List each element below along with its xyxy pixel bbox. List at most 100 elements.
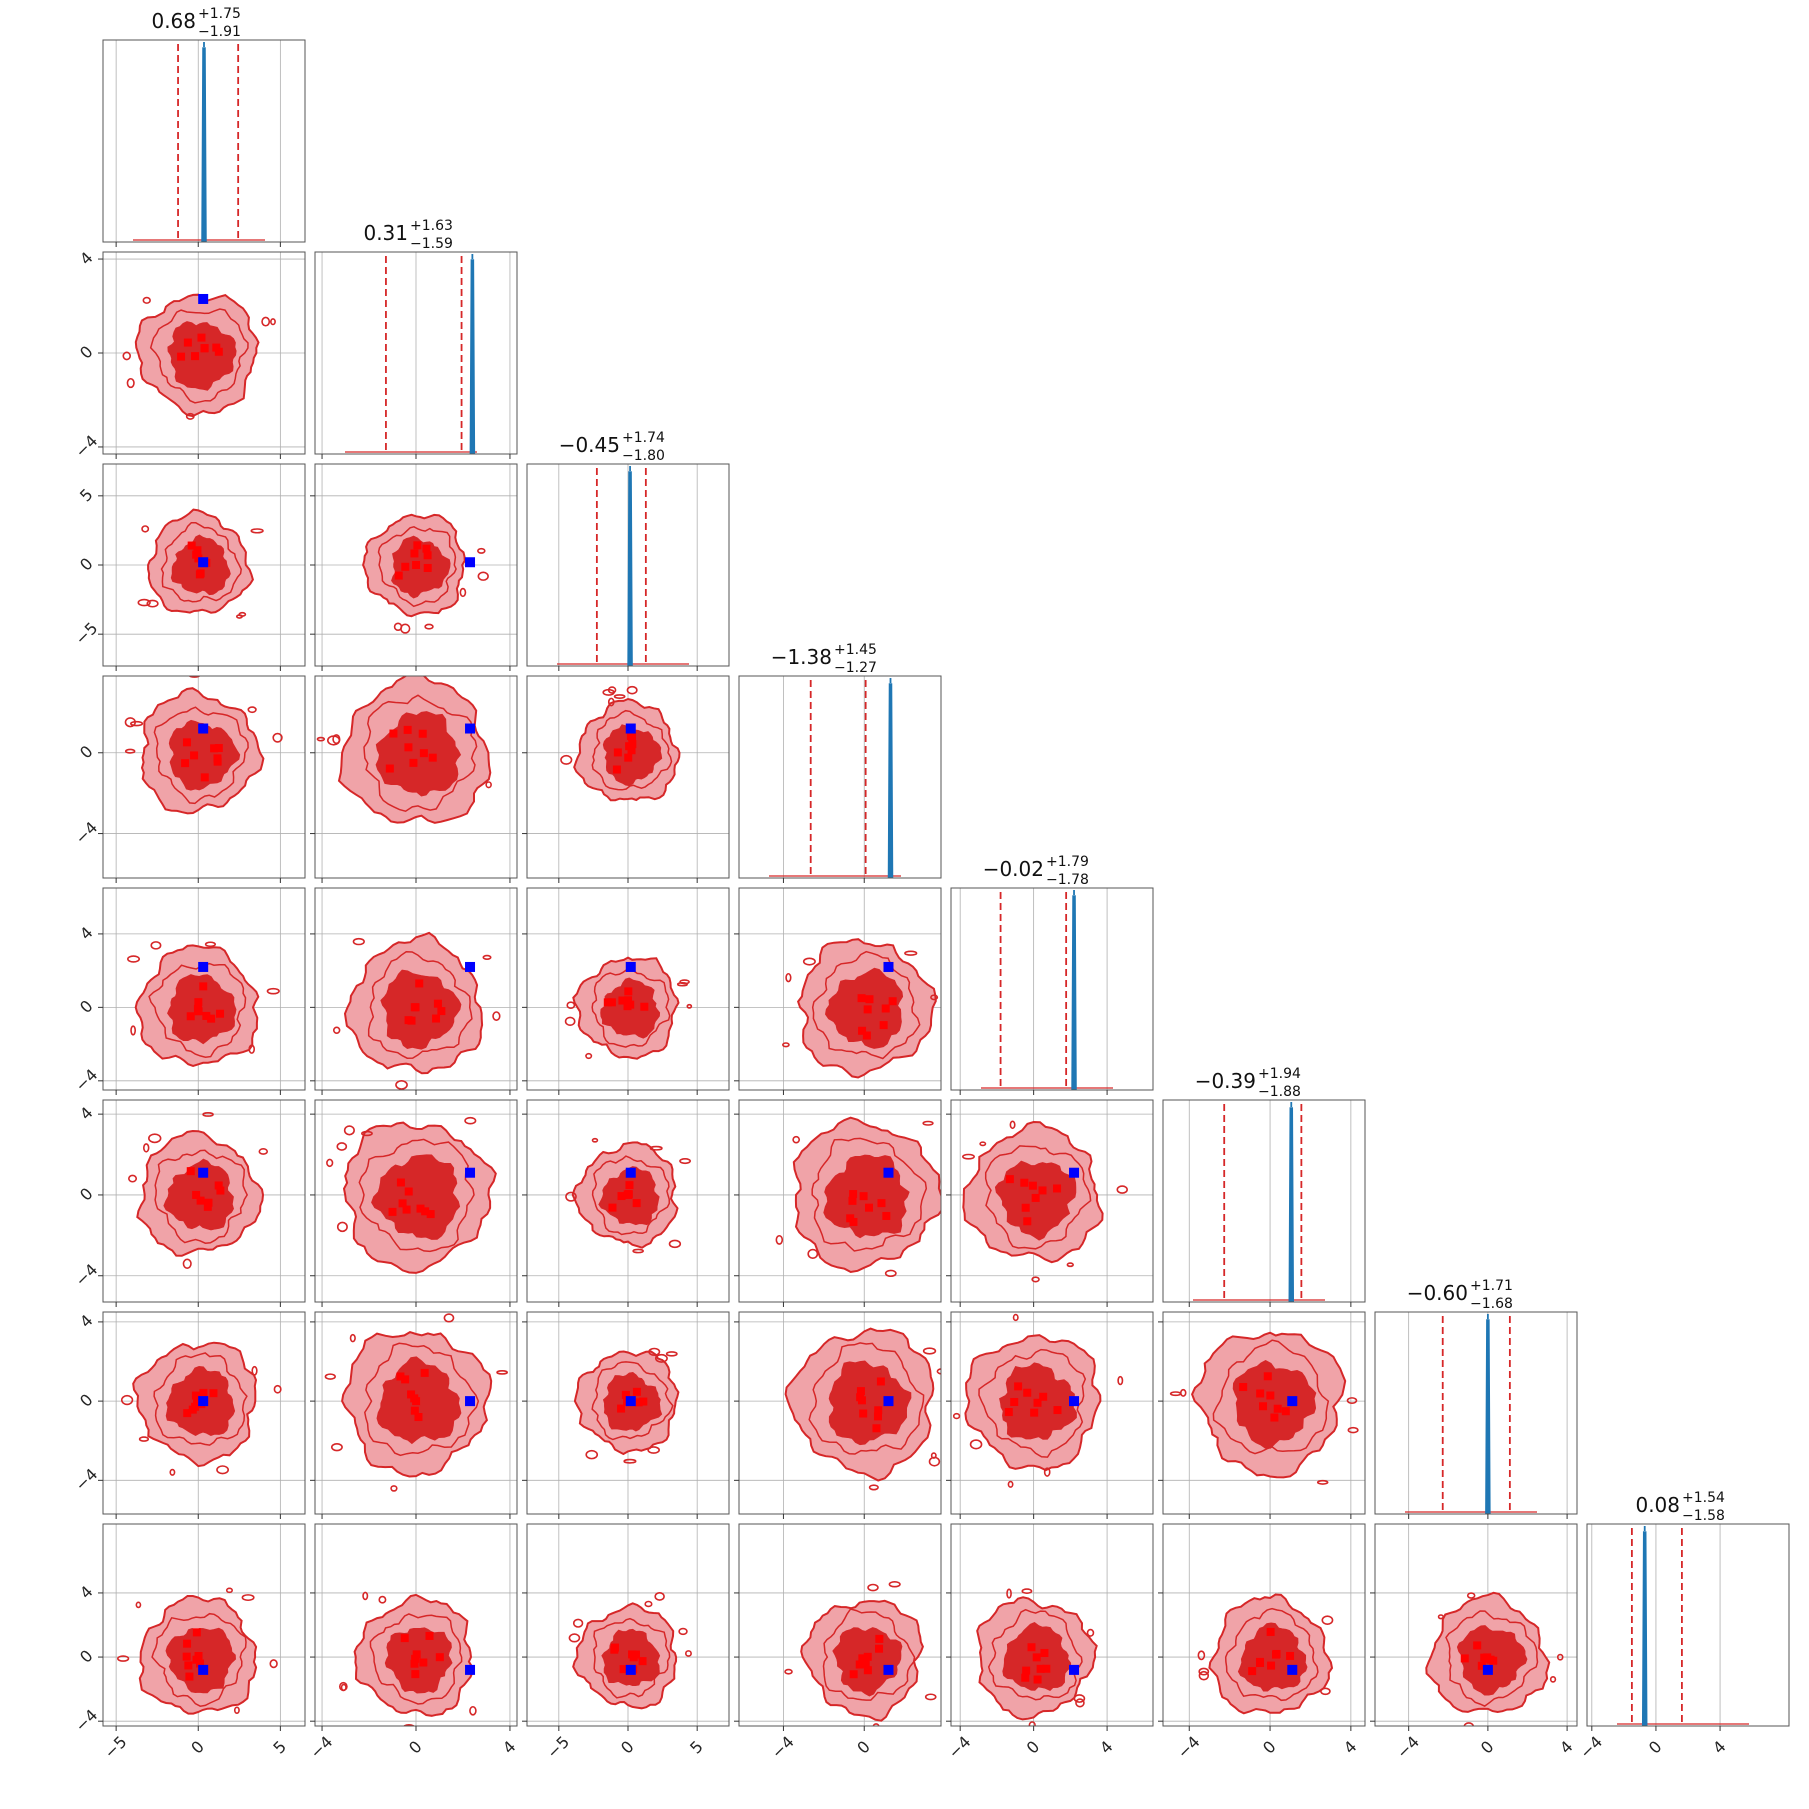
sample-marker	[621, 1390, 630, 1399]
panel-4-1	[310, 887, 518, 1095]
x-tick-label: 0	[405, 1737, 426, 1758]
panel-5-0: −4 0 4	[71, 1099, 306, 1307]
marginal-title-plus: +1.71	[1470, 1278, 1513, 1294]
marginal-title-plus: +1.94	[1258, 1066, 1301, 1082]
sample-marker	[857, 994, 866, 1003]
sample-marker	[196, 569, 205, 578]
y-tick-label: 4	[76, 923, 97, 944]
posterior-peak	[887, 683, 894, 878]
marginal-title-median: −0.60	[1407, 1281, 1468, 1305]
x-tick-label: 0	[1645, 1737, 1666, 1758]
panel-content	[115, 40, 281, 242]
panel-content	[739, 888, 941, 1090]
sample-marker	[422, 544, 431, 553]
sample-marker	[863, 1652, 872, 1661]
truth-marker	[625, 961, 636, 972]
sample-marker	[859, 1192, 868, 1201]
contour-inner	[828, 1360, 912, 1446]
panel-content	[951, 1524, 1153, 1726]
panel-content	[557, 464, 698, 666]
sample-marker	[186, 1012, 195, 1021]
sample-marker	[1023, 1217, 1032, 1226]
sample-marker	[1021, 1673, 1030, 1682]
contour-island	[124, 748, 136, 754]
contour-island	[485, 781, 492, 789]
panel-5-4	[946, 1099, 1154, 1307]
contour-island	[326, 1158, 334, 1168]
contour-island	[1179, 1388, 1187, 1397]
contour-island	[775, 1234, 784, 1245]
sample-marker	[1042, 1664, 1051, 1673]
panel-0-0: 0.68 +1.75 −1.91	[102, 6, 306, 247]
sample-marker	[396, 1372, 405, 1381]
contour-island	[477, 571, 489, 581]
y-tick-label: 5	[76, 485, 97, 506]
sample-marker	[407, 1016, 416, 1025]
sample-marker	[212, 343, 221, 352]
contour-island	[868, 1484, 879, 1491]
sample-marker	[875, 1644, 884, 1653]
panel-6-6: −0.60 +1.71 −1.68	[1374, 1278, 1578, 1519]
contour-island	[188, 676, 201, 678]
contour-island	[273, 1384, 282, 1394]
panel-content	[103, 1524, 305, 1726]
y-tick-label: −4	[71, 1705, 101, 1735]
sample-marker	[617, 1404, 626, 1413]
marginal-title-minus: −1.80	[622, 448, 665, 464]
panel-frame	[950, 887, 1154, 1091]
sample-marker	[1014, 1382, 1023, 1391]
panel-content	[103, 888, 305, 1090]
panel-frame	[1374, 1311, 1578, 1515]
truth-marker	[198, 557, 209, 568]
panel-content	[951, 1312, 1153, 1514]
contour-island	[626, 685, 638, 695]
panel-6-5	[1158, 1311, 1366, 1519]
contour-island	[585, 1449, 599, 1460]
sample-marker	[421, 1207, 430, 1216]
contour-island	[867, 1583, 879, 1592]
sample-marker	[629, 1653, 638, 1662]
posterior-peak	[469, 259, 476, 454]
marginal-title-median: −1.38	[771, 645, 832, 669]
sample-marker	[876, 1377, 885, 1386]
contour-island	[150, 941, 162, 950]
contour-island	[564, 1016, 576, 1027]
contour-island	[120, 1394, 134, 1406]
panel-1-1: 0.31 +1.63 −1.59	[314, 218, 518, 459]
contour-inner	[380, 969, 462, 1050]
contour-island	[782, 1042, 790, 1048]
sample-marker	[194, 1007, 203, 1016]
contour-island	[400, 623, 411, 634]
panel-1-0: −4 0 4	[71, 248, 306, 461]
panel-content	[527, 888, 729, 1090]
contour-island	[888, 1581, 901, 1588]
contour-island	[138, 1436, 150, 1442]
sample-marker	[1005, 1175, 1014, 1184]
contour-island	[568, 1633, 581, 1643]
panel-6-2	[522, 1311, 730, 1519]
panel-7-3: −4 0	[734, 1523, 942, 1762]
sample-marker	[1248, 1667, 1257, 1676]
contour-island	[623, 1458, 637, 1464]
sample-marker	[1033, 1398, 1042, 1407]
marginal-title-minus: −1.88	[1258, 1084, 1301, 1100]
sample-marker	[415, 979, 424, 988]
truth-marker	[198, 961, 209, 972]
contour-island	[613, 694, 626, 699]
panel-3-1	[310, 675, 518, 883]
sample-marker	[1033, 1675, 1042, 1684]
contour-island	[235, 614, 243, 619]
contour-inner	[391, 535, 451, 599]
contour-island	[130, 1025, 137, 1036]
sample-marker	[855, 1660, 864, 1669]
panel-frame	[1586, 1523, 1790, 1727]
contour-island	[1086, 1628, 1095, 1637]
contour-island	[378, 1595, 387, 1604]
sample-marker	[412, 1397, 421, 1406]
sample-marker	[1004, 1408, 1013, 1417]
panel-frame	[950, 1099, 1154, 1303]
panel-frame	[102, 675, 306, 879]
contour-island	[122, 351, 131, 361]
contour-island	[668, 1239, 682, 1249]
